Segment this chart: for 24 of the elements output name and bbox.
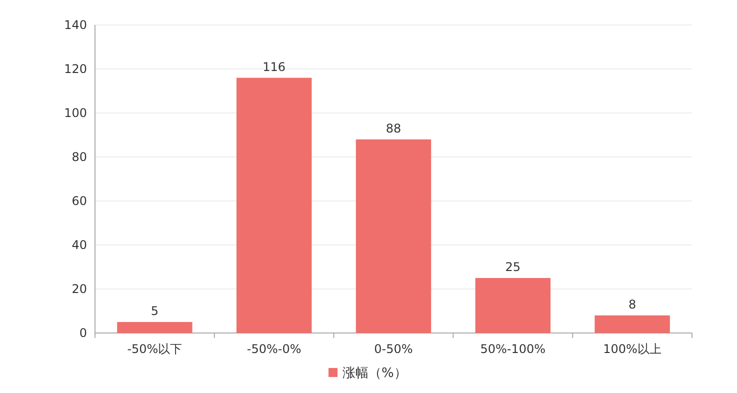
data-label: 88 bbox=[386, 121, 402, 136]
legend-label: 涨幅（%） bbox=[342, 366, 407, 381]
x-tick-label: 50%-100% bbox=[480, 342, 546, 356]
bar bbox=[475, 278, 551, 333]
y-tick-label: 100 bbox=[64, 106, 87, 120]
y-tick-label: 20 bbox=[72, 282, 87, 296]
y-tick-label: 80 bbox=[72, 150, 87, 164]
bar bbox=[594, 315, 670, 333]
bar bbox=[236, 78, 312, 333]
y-tick-label: 140 bbox=[64, 18, 87, 32]
data-label: 25 bbox=[505, 260, 521, 274]
bar bbox=[356, 139, 432, 333]
data-label: 5 bbox=[150, 304, 159, 318]
x-tick-label: 100%以上 bbox=[603, 342, 662, 356]
x-tick-label: -50%-0% bbox=[246, 342, 302, 356]
y-tick-label: 0 bbox=[79, 326, 87, 340]
data-label: 116 bbox=[262, 60, 286, 74]
data-label: 8 bbox=[628, 297, 636, 312]
y-tick-label: 40 bbox=[72, 238, 87, 252]
y-tick-label: 120 bbox=[64, 62, 87, 76]
x-tick-label: -50%以下 bbox=[127, 342, 182, 356]
bar bbox=[117, 322, 192, 333]
x-tick-label: 0-50% bbox=[374, 342, 413, 356]
y-tick-label: 60 bbox=[72, 194, 87, 208]
